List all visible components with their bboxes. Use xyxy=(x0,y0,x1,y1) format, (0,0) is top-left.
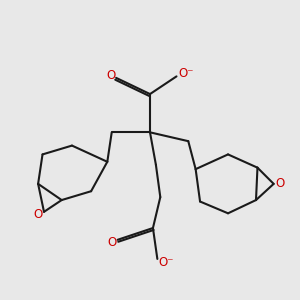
Text: O: O xyxy=(34,208,43,221)
Text: O: O xyxy=(275,177,284,190)
Text: O⁻: O⁻ xyxy=(178,67,194,80)
Text: O⁻: O⁻ xyxy=(159,256,174,269)
Text: O: O xyxy=(108,236,117,249)
Text: O: O xyxy=(106,69,116,82)
